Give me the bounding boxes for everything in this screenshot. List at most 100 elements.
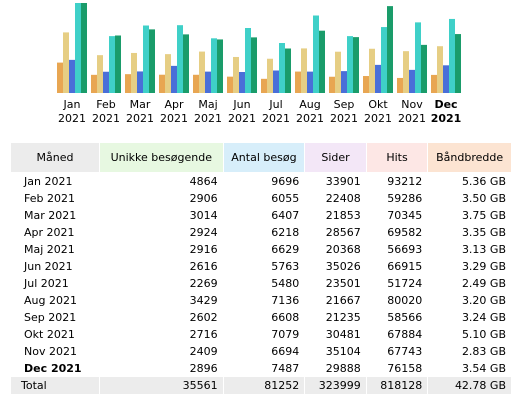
cell-month: Maj 2021 [24, 242, 75, 256]
bar-hits-4 [211, 38, 217, 93]
monthly-stats-table: Måned Unikke besøgende Antal besøg Sider… [10, 142, 512, 395]
table-row: Dec 2021 2896 7487 29888 76158 3.54 GB [11, 360, 511, 376]
header-bandwidth: Båndbredde [428, 143, 511, 172]
cell-visits: 6055 [271, 191, 300, 205]
cell-unique-visitors: 2716 [189, 327, 218, 341]
cell-visits: 6694 [271, 344, 300, 358]
cell-unique-visitors: 2616 [189, 259, 218, 273]
table-row: Jul 2021 2269 5480 23501 51724 2.49 GB [11, 275, 511, 291]
x-tick-month-3: Apr [164, 98, 184, 111]
x-tick-year-5: 2021 [228, 112, 256, 125]
bar-unikke-besøgende-5 [227, 76, 233, 93]
cell-hits: 56693 [387, 242, 423, 256]
cell-visits: 81252 [223, 377, 305, 394]
bar-antal-besøg-8 [335, 51, 341, 93]
bar-sider-10 [409, 69, 415, 93]
cell-hits: 67743 [387, 344, 423, 358]
bar-båndbredde-6 [285, 48, 291, 93]
x-tick-month-10: Nov [401, 98, 423, 111]
bar-unikke-besøgende-4 [193, 74, 199, 93]
cell-unique-visitors: 35561 [99, 377, 223, 394]
bar-sider-3 [171, 65, 177, 93]
bar-hits-8 [347, 36, 353, 93]
cell-bandwidth: 3.75 GB [461, 208, 506, 222]
bar-båndbredde-2 [149, 29, 155, 93]
cell-bandwidth: 3.24 GB [461, 310, 506, 324]
x-tick-year-9: 2021 [364, 112, 392, 125]
table-row: Okt 2021 2716 7079 30481 67884 5.10 GB [11, 326, 511, 342]
cell-bandwidth: 3.50 GB [461, 191, 506, 205]
bar-hits-5 [245, 28, 251, 93]
bar-hits-6 [279, 43, 285, 93]
cell-month: Total [11, 377, 99, 394]
cell-month: Dec 2021 [24, 361, 82, 375]
cell-pages: 35104 [325, 344, 361, 358]
header-visits: Antal besøg [223, 143, 305, 172]
bar-båndbredde-1 [115, 35, 121, 93]
bar-sider-9 [375, 64, 381, 93]
table-row: Mar 2021 3014 6407 21853 70345 3.75 GB [11, 207, 511, 223]
x-tick-month-11: Dec [434, 98, 457, 111]
cell-visits: 5763 [271, 259, 300, 273]
cell-unique-visitors: 2924 [189, 225, 218, 239]
bar-hits-9 [381, 27, 387, 93]
cell-hits: 51724 [387, 276, 423, 290]
header-pages: Sider [305, 143, 366, 172]
bar-antal-besøg-6 [267, 58, 273, 93]
cell-pages: 28567 [325, 225, 361, 239]
bar-antal-besøg-0 [63, 32, 69, 93]
cell-visits: 7136 [271, 293, 300, 307]
x-tick-year-0: 2021 [58, 112, 86, 125]
bar-sider-2 [137, 71, 143, 93]
x-tick-month-2: Mar [130, 98, 151, 111]
cell-hits: 818128 [366, 377, 428, 394]
table-row: Jun 2021 2616 5763 35026 66915 3.29 GB [11, 258, 511, 274]
bar-sider-1 [103, 71, 109, 93]
table-row: Sep 2021 2602 6608 21235 58566 3.24 GB [11, 309, 511, 325]
bar-båndbredde-8 [353, 37, 359, 93]
table-row: Apr 2021 2924 6218 28567 69582 3.35 GB [11, 224, 511, 240]
bar-hits-10 [415, 22, 421, 93]
bar-unikke-besøgende-3 [159, 74, 165, 93]
bar-båndbredde-5 [251, 37, 257, 93]
bar-sider-7 [307, 71, 313, 93]
cell-hits: 80020 [387, 293, 423, 307]
cell-month: Jan 2021 [24, 174, 73, 188]
cell-hits: 93212 [387, 174, 423, 188]
cell-pages: 21853 [325, 208, 361, 222]
bar-sider-8 [341, 71, 347, 93]
x-tick-month-7: Aug [299, 98, 320, 111]
cell-unique-visitors: 2602 [189, 310, 218, 324]
table-row: Aug 2021 3429 7136 21667 80020 3.20 GB [11, 292, 511, 308]
cell-bandwidth: 3.35 GB [461, 225, 506, 239]
cell-unique-visitors: 3429 [189, 293, 218, 307]
bar-antal-besøg-5 [233, 56, 239, 93]
x-tick-year-3: 2021 [160, 112, 188, 125]
bar-båndbredde-9 [387, 6, 393, 93]
cell-visits: 9696 [271, 174, 300, 188]
bar-antal-besøg-1 [97, 55, 103, 93]
cell-visits: 6218 [271, 225, 300, 239]
bar-unikke-besøgende-11 [431, 74, 437, 93]
cell-unique-visitors: 2916 [189, 242, 218, 256]
bar-antal-besøg-3 [165, 54, 171, 93]
cell-visits: 7079 [271, 327, 300, 341]
cell-hits: 59286 [387, 191, 423, 205]
x-tick-month-1: Feb [96, 98, 115, 111]
cell-unique-visitors: 2896 [189, 361, 218, 375]
cell-bandwidth: 3.29 GB [461, 259, 506, 273]
bar-hits-3 [177, 25, 183, 93]
x-tick-month-9: Okt [368, 98, 388, 111]
cell-pages: 22408 [325, 191, 361, 205]
bar-hits-1 [109, 36, 115, 93]
cell-visits: 7487 [271, 361, 300, 375]
cell-pages: 35026 [325, 259, 361, 273]
bar-unikke-besøgende-0 [57, 62, 63, 93]
cell-month: Nov 2021 [24, 344, 77, 358]
table-row: Feb 2021 2906 6055 22408 59286 3.50 GB [11, 190, 511, 206]
cell-month: Aug 2021 [24, 293, 77, 307]
cell-month: Sep 2021 [24, 310, 77, 324]
cell-visits: 6608 [271, 310, 300, 324]
bar-båndbredde-10 [421, 44, 427, 93]
table-row: Nov 2021 2409 6694 35104 67743 2.83 GB [11, 343, 511, 359]
